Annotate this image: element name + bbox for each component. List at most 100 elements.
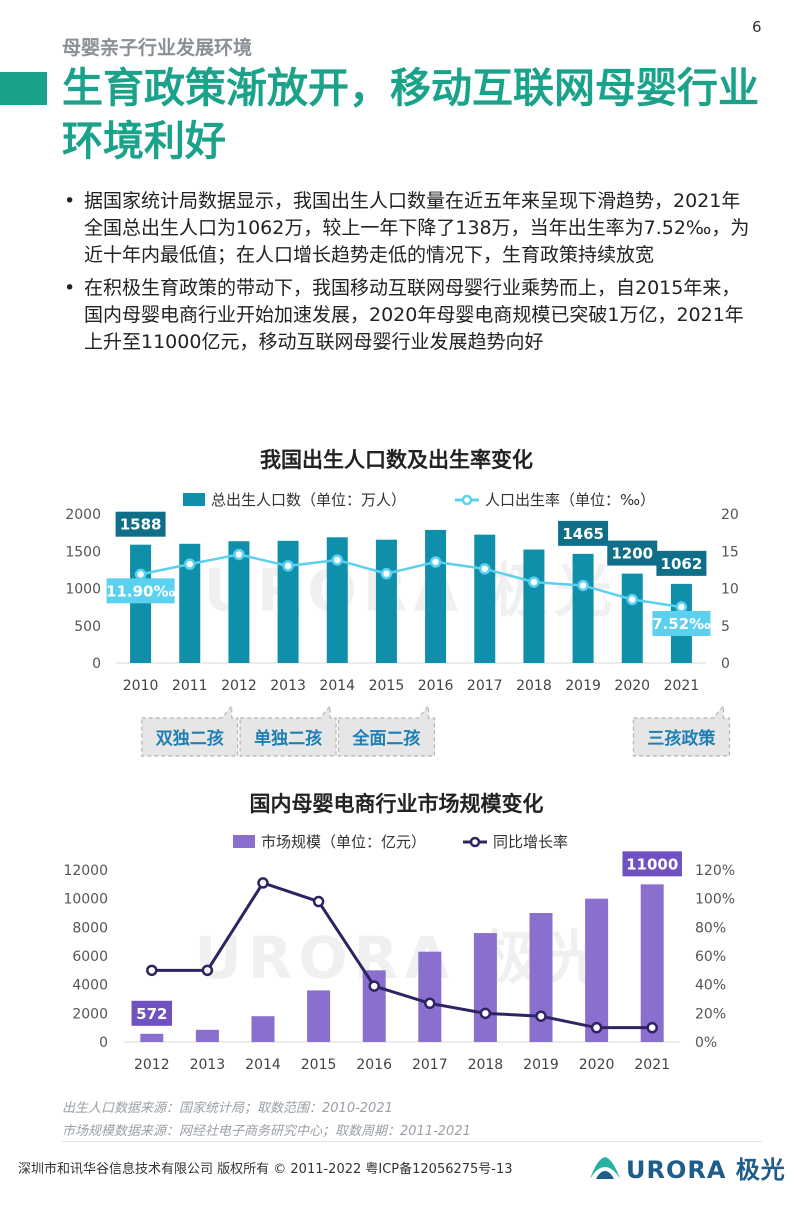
y-left-tick-label: 1000 bbox=[65, 582, 101, 598]
bar-label-box bbox=[607, 540, 658, 566]
y-right-tick-label: 20% bbox=[695, 1006, 726, 1022]
x-tick-label: 2016 bbox=[418, 678, 454, 694]
source-note-1: 出生人口数据来源：国家统计局；取数范围：2010-2021 bbox=[62, 1101, 393, 1116]
line-point bbox=[429, 556, 442, 568]
section-title: 母婴亲子行业发展环境 bbox=[62, 37, 253, 59]
footer-divider bbox=[62, 1141, 762, 1142]
policy-callout-label: 三孩政策 bbox=[647, 728, 716, 749]
bar-label-box bbox=[558, 520, 609, 546]
line-point bbox=[282, 560, 294, 572]
bullet-text: 在积极生育政策的带动下，我国移动互联网母婴行业乘势而上，自2015年来，国内母婴… bbox=[84, 277, 744, 353]
page-number: 6 bbox=[752, 18, 762, 36]
line-point bbox=[479, 1007, 492, 1020]
line-point bbox=[577, 579, 589, 592]
bullet-item: • 在积极生育政策的带动下，我国移动互联网母婴行业乘势而上，自2015年来，国内母… bbox=[62, 275, 752, 356]
line-point bbox=[626, 593, 638, 606]
bar bbox=[529, 913, 553, 1042]
y-left-tick-label: 8000 bbox=[72, 920, 108, 936]
policy-callout-box bbox=[141, 704, 239, 757]
y-left-tick-label: 2000 bbox=[72, 1006, 108, 1022]
bar bbox=[195, 1029, 219, 1042]
y-right-tick-label: 0 bbox=[721, 656, 730, 672]
y-left-tick-label: 4000 bbox=[72, 978, 108, 994]
y-left-tick-label: 6000 bbox=[72, 949, 108, 965]
line-label-box bbox=[106, 578, 175, 604]
bar bbox=[140, 1033, 164, 1042]
x-tick-label: 2020 bbox=[579, 1057, 615, 1073]
line-point bbox=[257, 877, 269, 889]
legend-bar-swatch bbox=[183, 493, 205, 506]
y-right-tick-label: 5 bbox=[721, 619, 730, 635]
bar-value-label: 1588 bbox=[120, 516, 162, 534]
legend-line-marker bbox=[469, 836, 481, 848]
legend-bar-label: 总出生人口数（单位：万人） bbox=[211, 491, 406, 509]
line-point bbox=[312, 895, 325, 908]
line-point bbox=[424, 997, 436, 1010]
bar-value-label: 1200 bbox=[611, 545, 653, 563]
x-tick-label: 2021 bbox=[634, 1057, 670, 1073]
bar bbox=[585, 898, 609, 1042]
line-point bbox=[590, 1021, 603, 1034]
bar-label-box bbox=[131, 1000, 173, 1026]
series-line bbox=[151, 881, 653, 1030]
line-point bbox=[535, 1010, 547, 1022]
bar bbox=[130, 544, 152, 663]
bar bbox=[277, 540, 299, 663]
y-left-tick-label: 2000 bbox=[65, 507, 101, 523]
line-point bbox=[134, 568, 147, 581]
legend-bar-swatch bbox=[233, 835, 255, 848]
y-left-tick-label: 10000 bbox=[63, 892, 108, 908]
x-tick-label: 2014 bbox=[319, 678, 355, 694]
x-tick-label: 2021 bbox=[664, 678, 700, 694]
logo-text: URORA 极光 bbox=[626, 1156, 786, 1184]
line-value-label: 11.90‰ bbox=[106, 582, 175, 600]
policy-callout-label: 全面二孩 bbox=[351, 728, 420, 749]
chart2-title: 国内母婴电商行业市场规模变化 bbox=[249, 792, 544, 816]
x-tick-label: 2019 bbox=[565, 678, 601, 694]
bar-value-label: 11000 bbox=[626, 855, 678, 873]
x-tick-label: 2016 bbox=[356, 1057, 392, 1073]
x-tick-label: 2013 bbox=[270, 678, 306, 694]
policy-callout-box bbox=[632, 704, 731, 757]
line-point bbox=[184, 558, 196, 570]
accent-bar bbox=[0, 72, 47, 105]
bar bbox=[640, 884, 664, 1042]
x-tick-label: 2017 bbox=[412, 1057, 448, 1073]
bar-value-label: 1465 bbox=[562, 525, 604, 543]
bar bbox=[523, 549, 545, 663]
logo-mark-icon bbox=[590, 1156, 620, 1179]
bar-label-box bbox=[115, 511, 166, 537]
y-right-tick-label: 0% bbox=[695, 1035, 717, 1051]
line-point bbox=[146, 964, 158, 977]
x-tick-label: 2010 bbox=[123, 678, 159, 694]
policy-callout-label: 双独二孩 bbox=[156, 728, 224, 749]
x-tick-label: 2018 bbox=[468, 1057, 504, 1073]
legend-line-label: 同比增长率 bbox=[493, 833, 568, 851]
x-tick-label: 2018 bbox=[516, 678, 552, 694]
line-value-label: 7.52‰ bbox=[652, 615, 711, 633]
line-point bbox=[380, 567, 393, 580]
y-right-tick-label: 20 bbox=[721, 507, 739, 523]
x-tick-label: 2014 bbox=[245, 1057, 281, 1073]
bar bbox=[474, 534, 496, 663]
policy-callout-box bbox=[239, 704, 337, 757]
bullet-dot: • bbox=[64, 277, 76, 299]
legend-line-marker bbox=[461, 494, 473, 506]
line-point bbox=[331, 554, 343, 566]
bar bbox=[425, 529, 447, 663]
page-headline: 生育政策渐放开，移动互联网母婴行业环境利好 bbox=[62, 64, 759, 165]
legend-line-label: 人口出生率（单位：‰） bbox=[485, 491, 655, 509]
bar-value-label: 572 bbox=[136, 1005, 167, 1023]
y-right-tick-label: 120% bbox=[695, 863, 735, 879]
series-line bbox=[140, 553, 682, 609]
y-right-tick-label: 60% bbox=[695, 949, 726, 965]
bar bbox=[621, 573, 643, 663]
line-point bbox=[528, 576, 540, 588]
bar bbox=[418, 951, 442, 1042]
line-point bbox=[233, 548, 245, 561]
x-tick-label: 2020 bbox=[614, 678, 650, 694]
line-point bbox=[646, 1021, 658, 1034]
bullet-item: • 据国家统计局数据显示，我国出生人口数量在近五年来呈现下滑趋势，2021年全国总… bbox=[62, 188, 752, 269]
bar bbox=[473, 933, 497, 1042]
legend-bar-label: 市场规模（单位：亿元） bbox=[261, 833, 426, 851]
